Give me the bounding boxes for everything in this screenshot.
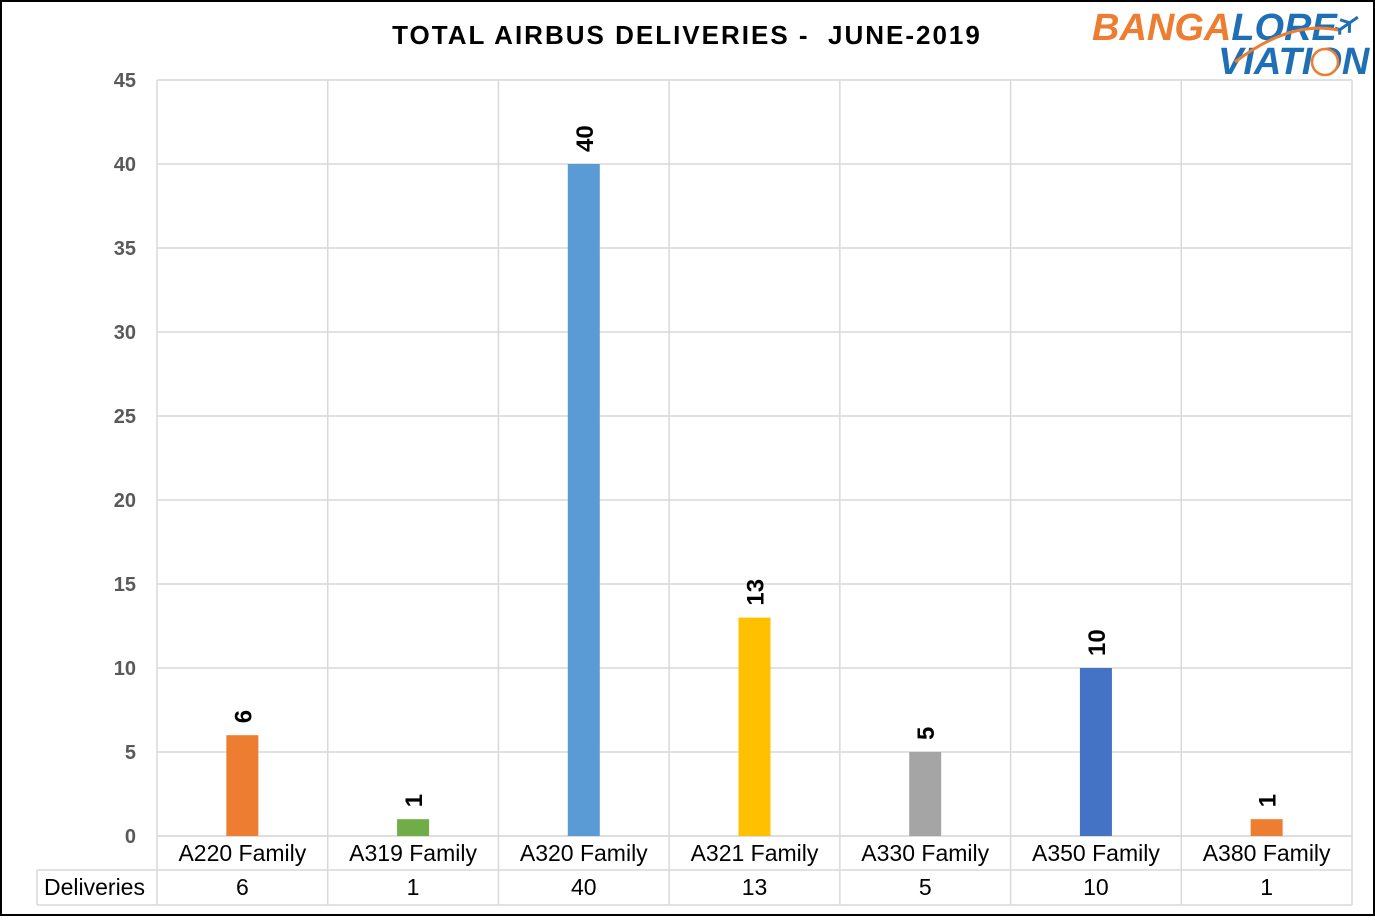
y-tick-label: 30 (114, 322, 136, 344)
data-labels: 6 1 40 13 5 10 1 (230, 125, 1281, 807)
category-label: A330 Family (861, 840, 989, 866)
y-tick-label: 20 (114, 490, 136, 512)
bar-data-label: 10 (1084, 629, 1111, 656)
y-tick-label: 45 (114, 70, 136, 92)
category-label: A220 Family (178, 840, 306, 866)
bar-data-label: 13 (743, 579, 770, 606)
airplane-icon (1334, 15, 1359, 35)
table-cell-value: 6 (236, 874, 249, 900)
table-cell-value: 1 (407, 874, 420, 900)
y-tick-label: 10 (114, 658, 136, 680)
table-cell-value: 5 (919, 874, 932, 900)
table-cell-value: 10 (1083, 874, 1109, 900)
y-tick-label: 0 (125, 826, 136, 848)
bar-data-label: 1 (401, 794, 428, 807)
bar (1250, 819, 1283, 836)
data-table: Deliveries A220 Family 6 A319 Family 1 A320 F… (36, 840, 1352, 906)
bar (226, 735, 259, 836)
category-label: A350 Family (1032, 840, 1160, 866)
bar-data-label: 40 (572, 125, 599, 152)
bar (567, 164, 600, 836)
bar-data-label: 1 (1255, 794, 1282, 807)
category-label: A320 Family (520, 840, 648, 866)
bar (1079, 668, 1112, 836)
bar-data-label: 5 (913, 727, 940, 740)
y-tick-label: 15 (114, 574, 136, 596)
category-label: A319 Family (349, 840, 477, 866)
table-cell-value: 1 (1260, 874, 1273, 900)
y-tick-label: 25 (114, 406, 136, 428)
bar (909, 752, 942, 836)
table-cell-value: 40 (571, 874, 597, 900)
bar (397, 819, 430, 836)
table-cell-value: 13 (742, 874, 768, 900)
svg-text:VIATION: VIATION (1218, 41, 1371, 83)
category-label: A321 Family (691, 840, 819, 866)
bars (226, 164, 1283, 836)
category-label: A380 Family (1203, 840, 1331, 866)
chart-title: TOTAL AIRBUS DELIVERIES - JUNE-2019 (392, 20, 982, 50)
bangalore-aviation-logo: BANGALORE VIATION (1092, 7, 1371, 83)
y-axis-ticks: 0 5 10 15 20 25 30 35 40 45 (114, 70, 136, 848)
y-tick-label: 40 (114, 154, 136, 176)
y-tick-label: 5 (125, 742, 136, 764)
bar (738, 617, 771, 836)
flight-path-icon (1234, 26, 1339, 64)
cloud-icon (1310, 47, 1340, 77)
y-tick-label: 35 (114, 238, 136, 260)
table-row-header: Deliveries (44, 874, 145, 900)
bar-data-label: 6 (230, 710, 257, 723)
